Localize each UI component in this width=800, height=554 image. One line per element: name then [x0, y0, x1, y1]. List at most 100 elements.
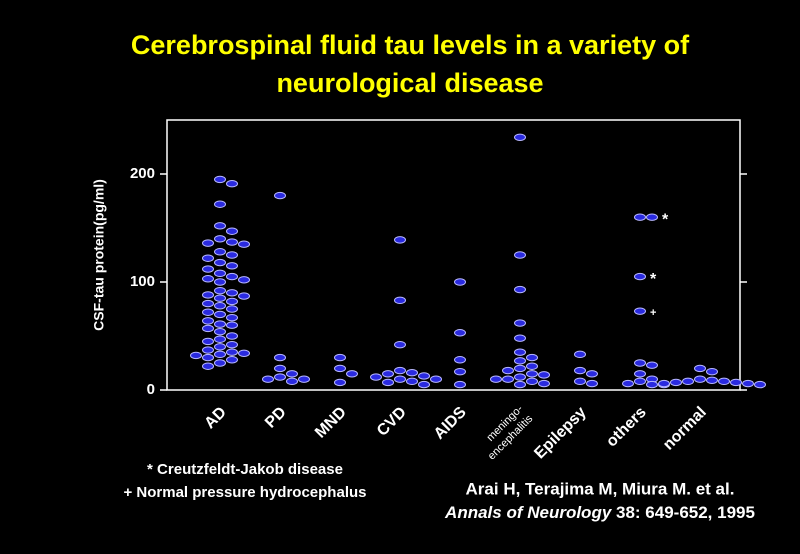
x-tick-label: normal	[660, 404, 710, 454]
data-point	[394, 340, 406, 349]
data-point	[238, 292, 250, 300]
data-point	[382, 378, 394, 387]
data-point	[454, 278, 466, 286]
data-point	[202, 254, 214, 262]
data-point	[214, 269, 226, 278]
point-annotation: +	[650, 307, 656, 319]
data-point	[514, 373, 526, 381]
data-point	[634, 370, 646, 378]
data-point	[226, 180, 238, 188]
data-point	[286, 377, 298, 386]
citation-authors: Arai H, Terajima M, Miura M. et al.	[466, 479, 735, 498]
data-point	[454, 329, 466, 337]
data-point	[190, 351, 202, 360]
data-point	[574, 366, 586, 375]
data-point	[334, 353, 346, 362]
data-point	[226, 305, 238, 313]
data-point	[514, 319, 526, 327]
data-point	[526, 377, 538, 386]
data-point	[202, 346, 214, 354]
data-point	[226, 313, 238, 322]
data-point	[274, 353, 286, 362]
data-point	[514, 285, 526, 294]
data-point	[226, 340, 238, 349]
data-point	[226, 251, 238, 259]
x-tick-label: PD	[262, 404, 290, 432]
data-point	[202, 239, 214, 247]
data-point	[754, 380, 766, 389]
data-point	[202, 275, 214, 283]
data-point	[214, 359, 226, 367]
data-point	[226, 272, 238, 281]
data-point	[202, 337, 214, 346]
data-point	[418, 380, 430, 389]
data-point	[238, 240, 250, 248]
data-point	[226, 227, 238, 235]
data-point	[622, 379, 634, 388]
data-point	[214, 222, 226, 230]
data-point	[274, 191, 286, 200]
data-point	[646, 361, 658, 369]
data-point	[214, 200, 226, 208]
data-point	[394, 366, 406, 375]
chart-title: neurological disease	[276, 68, 543, 98]
data-point	[502, 366, 514, 375]
chart-title: Cerebrospinal fluid tau levels in a vari…	[131, 30, 690, 60]
data-point	[430, 375, 442, 383]
data-point	[214, 294, 226, 302]
x-tick-label: AIDS	[431, 404, 470, 443]
data-point	[646, 213, 658, 221]
data-point	[406, 377, 418, 386]
data-point	[682, 377, 694, 386]
data-point	[202, 353, 214, 362]
data-point	[214, 286, 226, 295]
data-point	[394, 375, 406, 383]
data-point	[214, 248, 226, 256]
data-point	[214, 235, 226, 243]
data-point	[634, 307, 646, 315]
data-point	[214, 302, 226, 310]
citation-details: 38: 649-652, 1995	[611, 503, 755, 522]
data-point	[514, 334, 526, 342]
data-point	[202, 317, 214, 325]
data-point	[514, 357, 526, 365]
data-point	[214, 175, 226, 184]
data-point	[202, 308, 214, 316]
data-point	[214, 310, 226, 319]
data-point	[454, 356, 466, 364]
data-point	[406, 369, 418, 377]
data-point	[382, 370, 394, 378]
y-tick-label: 100	[130, 273, 155, 290]
data-point	[526, 370, 538, 378]
data-point	[226, 238, 238, 246]
data-point	[202, 299, 214, 308]
y-tick-label: 0	[147, 381, 155, 398]
data-point	[262, 375, 274, 383]
data-point	[274, 364, 286, 373]
data-point	[514, 348, 526, 356]
note: + Normal pressure hydrocephalus	[123, 484, 366, 501]
data-point	[658, 379, 670, 388]
data-point	[214, 350, 226, 359]
data-point	[298, 375, 310, 383]
data-point	[346, 370, 358, 378]
data-point	[526, 362, 538, 370]
data-point	[694, 375, 706, 383]
data-point	[634, 213, 646, 221]
x-tick-label: others	[603, 404, 650, 451]
data-point	[226, 297, 238, 306]
data-point	[238, 276, 250, 284]
data-point	[634, 359, 646, 367]
data-point	[742, 379, 754, 388]
data-point	[574, 377, 586, 386]
data-point	[214, 320, 226, 328]
data-point	[454, 380, 466, 389]
data-point	[202, 324, 214, 333]
data-point	[214, 327, 226, 336]
data-point	[286, 370, 298, 378]
note: * Creutzfeldt-Jakob disease	[147, 461, 343, 478]
data-point	[718, 377, 730, 386]
data-point	[214, 335, 226, 343]
x-tick-label: AD	[201, 404, 229, 432]
